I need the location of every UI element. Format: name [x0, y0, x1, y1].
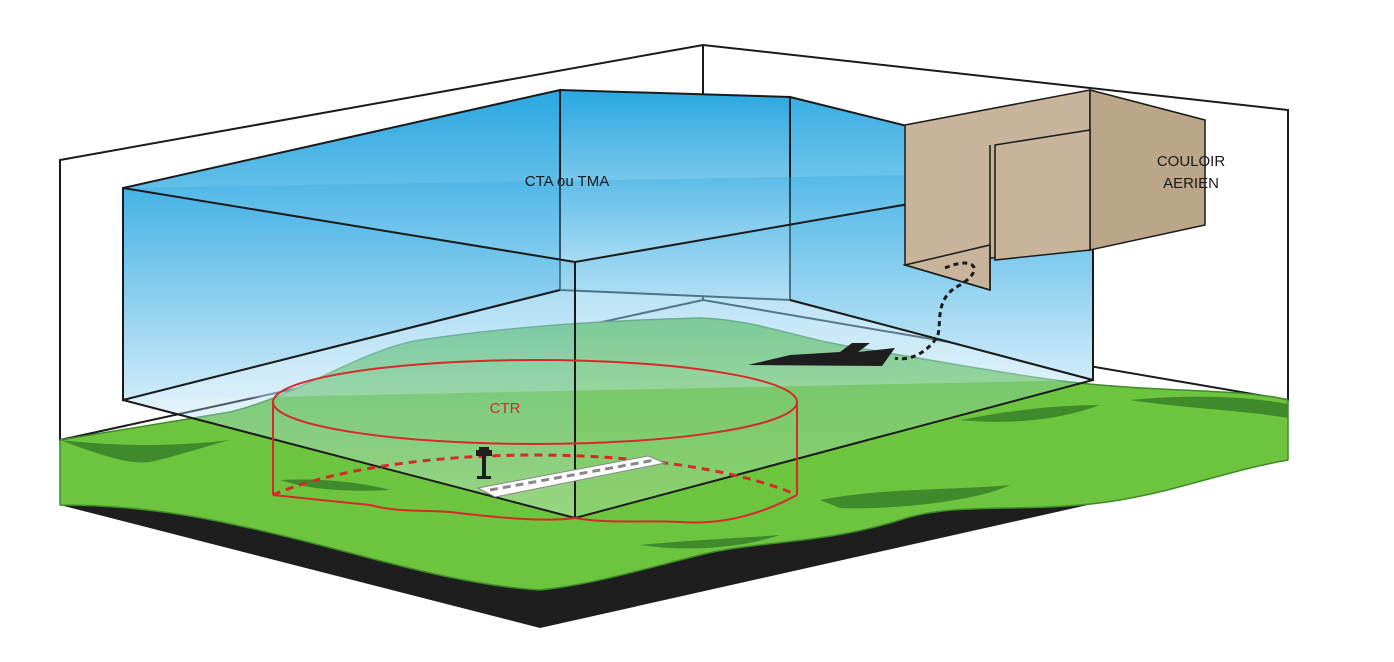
- route-dotted-line: [894, 261, 976, 361]
- control-tower-icon: [476, 447, 492, 479]
- couloir-label-line1: COULOIR: [1157, 153, 1226, 170]
- corridor-shape: [902, 89, 1206, 292]
- couloir-label-line2: AERIEN: [1163, 175, 1219, 192]
- ctr-cylinder: [272, 359, 798, 524]
- ctr-label: CTR: [490, 400, 521, 417]
- cta-tma-label: CTA ou TMA: [525, 173, 609, 190]
- runway: [476, 455, 667, 498]
- aircraft-icon: [748, 343, 895, 366]
